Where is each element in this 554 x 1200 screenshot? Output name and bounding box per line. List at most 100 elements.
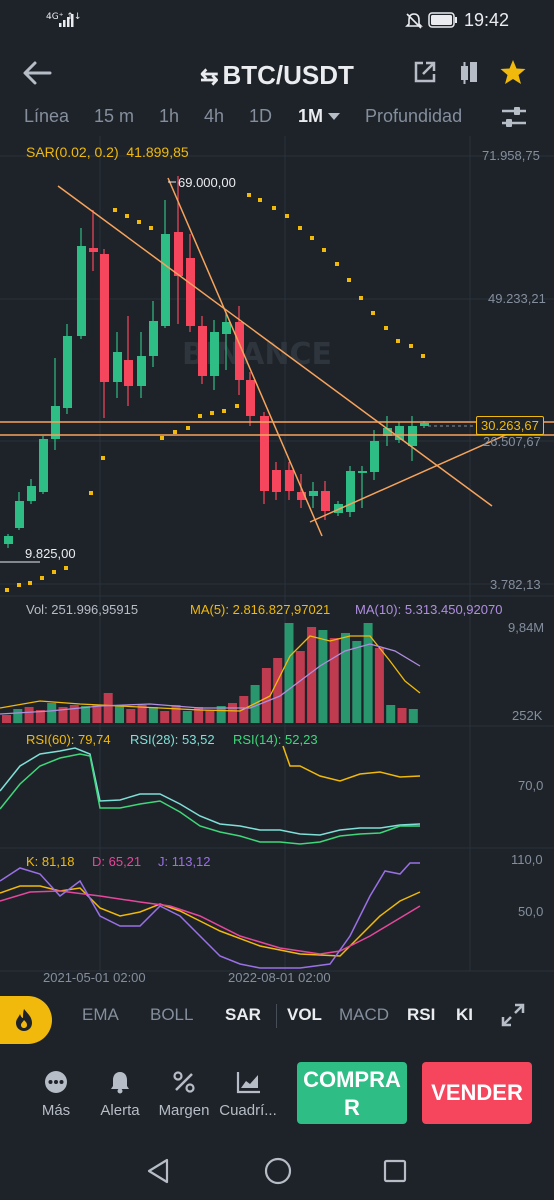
share-icon[interactable]	[413, 60, 437, 84]
sar-dot	[335, 262, 339, 266]
ma5-label: MA(5): 2.816.827,97021	[190, 602, 331, 617]
volume-bar	[115, 705, 124, 723]
indicator-ema[interactable]: EMA	[82, 1005, 119, 1024]
sar-dot	[89, 491, 93, 495]
sar-value: 41.899,85	[126, 144, 189, 160]
sar-dot	[198, 414, 202, 418]
status-bar: 4G⁺ ↑↓ 19:42	[0, 0, 554, 40]
volume-bar	[24, 707, 34, 723]
tab-1d[interactable]: 1D	[249, 106, 273, 126]
volume-bar	[58, 707, 68, 723]
rsi28-label: RSI(28): 53,52	[130, 732, 215, 747]
nav-back-icon[interactable]	[146, 1158, 170, 1184]
trend-line-resistance	[57, 185, 493, 507]
sar-dot	[247, 193, 251, 197]
volume-bar	[47, 703, 57, 723]
margin-label: Margen	[158, 1102, 210, 1119]
volume-bar	[81, 706, 91, 723]
candle-body	[113, 352, 122, 382]
kdj-tick-1: 110,0	[511, 852, 543, 867]
indicator-kdj[interactable]: KI	[456, 1005, 473, 1024]
candle-body	[89, 248, 98, 252]
rsi-tick: 70,0	[518, 778, 544, 793]
indicator-boll[interactable]: BOLL	[150, 1005, 194, 1024]
rsi14-label: RSI(14): 52,23	[233, 732, 318, 747]
candle-body	[370, 441, 379, 472]
volume-bar	[329, 638, 339, 723]
x-axis-label-1: 2021-05-01 02:00	[43, 970, 146, 985]
sar-dot	[28, 581, 32, 585]
sar-dot	[101, 456, 105, 460]
volume-bar	[386, 705, 396, 723]
volume-bar	[35, 710, 45, 723]
indicator-divider	[276, 1004, 277, 1028]
candle-body	[246, 380, 255, 416]
candle-body	[272, 470, 281, 492]
nav-home-icon[interactable]	[264, 1157, 292, 1185]
candle-body	[137, 356, 146, 386]
sar-dot	[322, 248, 326, 252]
tab-1h[interactable]: 1h	[159, 106, 180, 126]
price-tick-4: 3.782,13	[490, 577, 541, 592]
volume-bar	[408, 709, 418, 723]
price-tick-2: 49.233,21	[488, 291, 546, 306]
tab-1m[interactable]: 1M	[298, 106, 324, 126]
volume-bar	[92, 705, 102, 723]
candle-body	[395, 426, 404, 440]
indicator-vol[interactable]: VOL	[287, 1005, 322, 1024]
volume-bar	[137, 705, 147, 723]
battery-icon	[428, 12, 457, 28]
sar-dot	[222, 409, 226, 413]
volume-bar	[273, 658, 283, 723]
fire-button[interactable]	[0, 996, 52, 1044]
rsi14-line	[0, 753, 420, 845]
sar-dot	[64, 566, 68, 570]
sar-dot	[149, 226, 153, 230]
candle-body	[309, 491, 318, 496]
bell-icon	[111, 1072, 129, 1094]
indicator-bar: EMA BOLL SAR VOL MACD RSI KI	[0, 990, 554, 1044]
settings-sliders-icon[interactable]	[500, 105, 528, 129]
sar-dot	[272, 206, 276, 210]
indicator-rsi[interactable]: RSI	[407, 1005, 436, 1024]
favorite-star-icon[interactable]	[499, 58, 527, 86]
candle-body	[63, 336, 72, 408]
chart-area[interactable]: BINANCE SAR(0.02, 0.2) 41.899,85 71.958,…	[0, 136, 554, 996]
volume-bar	[194, 707, 204, 723]
buy-button[interactable]: COMPRAR	[297, 1062, 407, 1124]
volume-bar	[397, 708, 407, 723]
header: ⇆ BTC/USDT	[0, 48, 554, 100]
volume-bar	[374, 648, 384, 723]
candle-body	[321, 491, 330, 511]
sell-button[interactable]: VENDER	[422, 1062, 532, 1124]
chart-type-icon[interactable]	[457, 60, 481, 86]
sar-dot	[310, 236, 314, 240]
candle-body	[174, 232, 183, 276]
candle-body	[77, 246, 86, 336]
nav-recents-icon[interactable]	[383, 1159, 407, 1183]
indicator-macd[interactable]: MACD	[339, 1005, 390, 1024]
signal-icon	[59, 14, 74, 27]
indicator-sar[interactable]: SAR	[225, 1005, 261, 1024]
current-price-tag: 30.263,67	[476, 416, 544, 435]
kdj-tick-2: 50,0	[518, 904, 544, 919]
pair-title[interactable]: ⇆ BTC/USDT	[0, 60, 554, 91]
mute-icon	[405, 13, 423, 29]
tab-15m[interactable]: 15 m	[94, 106, 135, 126]
fullscreen-icon[interactable]	[500, 1002, 526, 1028]
candle-body	[297, 492, 306, 500]
candle-body	[124, 360, 133, 386]
candle-body	[15, 501, 24, 528]
chevron-down-icon[interactable]	[327, 112, 341, 122]
sar-params: SAR(0.02, 0.2)	[26, 144, 119, 160]
tab-4h[interactable]: 4h	[204, 106, 225, 126]
tab-line[interactable]: Línea	[24, 106, 70, 126]
vol-tick-2: 252K	[512, 708, 543, 723]
sar-dot	[347, 278, 351, 282]
back-arrow-icon[interactable]	[22, 60, 52, 86]
vol-tick-1: 9,84M	[508, 620, 545, 635]
volume-bar	[69, 705, 79, 723]
j-line	[0, 862, 420, 969]
pair-name: BTC/USDT	[222, 60, 354, 90]
tab-depth[interactable]: Profundidad	[365, 106, 463, 126]
